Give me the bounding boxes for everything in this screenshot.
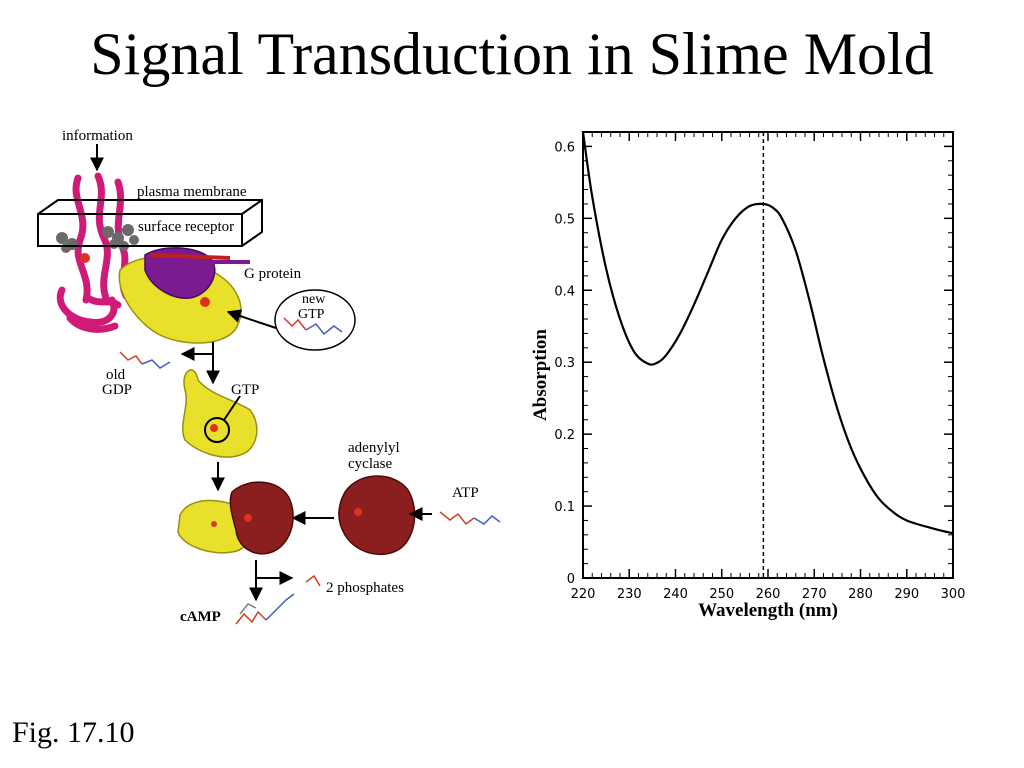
g-alpha-gtp (182, 369, 258, 458)
y-tick-label: 0.6 (554, 140, 575, 155)
slide-title: Signal Transduction in Slime Mold (90, 21, 934, 87)
atp-label: ATP (452, 485, 479, 501)
gtp-pointer-line (223, 395, 241, 421)
old-label: old (106, 367, 126, 383)
y-tick-label: 0.1 (554, 500, 575, 515)
x-axis-label: Wavelength (nm) (698, 600, 838, 621)
x-tick-label: 230 (617, 587, 642, 602)
plot-frame (582, 131, 954, 579)
plasma-membrane-box (37, 199, 263, 247)
x-tick-label: 240 (663, 587, 688, 602)
x-tick-label: 250 (709, 587, 734, 602)
adenylyl-cyclase-protein (338, 475, 416, 556)
gtp-molecule-icon (283, 317, 343, 336)
phosphates-label: 2 phosphates (326, 580, 404, 596)
new-gtp-bubble (274, 289, 356, 351)
x-tick-label: 300 (941, 587, 966, 602)
y-axis-label: Absorption (530, 329, 551, 421)
phosphates-molecule-icon (305, 574, 321, 587)
g-protein-label: G protein (244, 266, 302, 282)
y-tick-label: 0.2 (554, 428, 575, 443)
gtp-highlight-ring (204, 417, 230, 443)
cyclase-label: cyclase (348, 456, 392, 472)
information-label: information (62, 128, 133, 144)
receptor-highlight (80, 253, 90, 263)
adenylyl-label: adenylyl (348, 440, 400, 456)
camp-molecule-icon (235, 593, 295, 625)
surface-receptor-label: surface receptor (138, 219, 234, 235)
figure-caption: Fig. 17.10 (12, 716, 135, 749)
series-line (581, 131, 954, 535)
gdp-label: GDP (102, 382, 132, 398)
x-tick-label: 290 (894, 587, 919, 602)
x-tick-label: 270 (802, 587, 827, 602)
x-tick-label: 280 (848, 587, 873, 602)
y-tick-label: 0.3 (554, 356, 575, 371)
plasma-membrane-label: plasma membrane (137, 184, 247, 200)
y-tick-label: 0 (567, 572, 575, 587)
surface-receptor-protein (56, 172, 130, 333)
gtp-label: GTP (231, 382, 259, 398)
x-tick-label: 260 (756, 587, 781, 602)
y-tick-label: 0.4 (554, 284, 575, 299)
absorption-spectrum-chart: 220 230 240 250 260 270 280 290 300 0 0.1 0.2 0.3 0.4… (530, 131, 966, 621)
camp-label: cAMP (180, 609, 221, 625)
x-tick-label: 220 (571, 587, 596, 602)
new-label: new (302, 292, 326, 307)
active-cyclase-complex (177, 481, 294, 555)
new-gtp-label: GTP (298, 307, 325, 322)
y-tick-label: 0.5 (554, 212, 575, 227)
gtp-entry-line (226, 309, 277, 329)
g-protein-complex (118, 247, 250, 344)
gdp-molecule-icon (119, 351, 171, 369)
atp-molecule-icon (439, 511, 501, 526)
signal-pathway-diagram: information plasma membrane surface rece… (37, 128, 501, 625)
